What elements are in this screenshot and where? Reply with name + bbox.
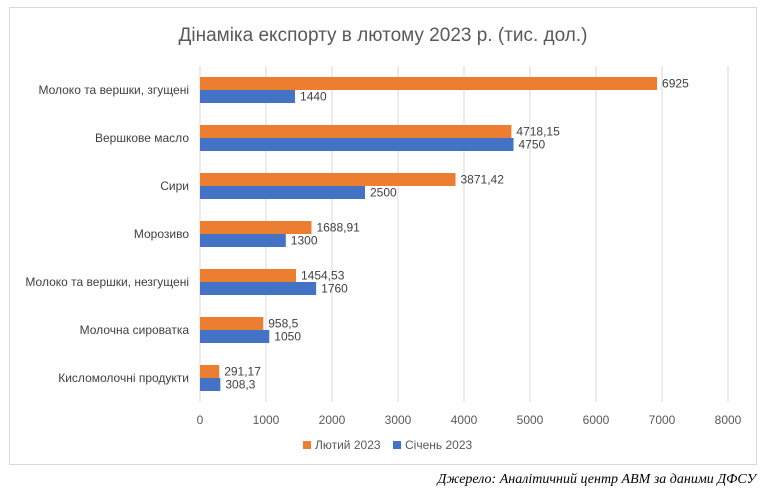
legend-swatch-0 — [303, 441, 311, 449]
data-label: 1688,91 — [316, 221, 360, 235]
bar-feb-0 — [200, 77, 658, 90]
bar-feb-6 — [200, 365, 220, 378]
bar-jan-0 — [200, 90, 296, 103]
x-tick-label: 6000 — [583, 413, 610, 427]
bar-feb-2 — [200, 173, 456, 186]
category-label: Кисломолочні продукти — [58, 371, 189, 385]
category-label: Молоко та вершки, незгущені — [25, 275, 189, 289]
data-label: 4718,15 — [516, 125, 560, 139]
x-tick-label: 1000 — [253, 413, 280, 427]
data-label: 1050 — [274, 330, 301, 344]
legend-swatch-1 — [393, 441, 401, 449]
chart-title: Дінаміка експорту в лютому 2023 р. (тис.… — [178, 25, 587, 46]
data-label: 3871,42 — [461, 173, 505, 187]
category-label: Сири — [160, 179, 189, 193]
bar-jan-2 — [200, 186, 365, 199]
x-tick-label: 5000 — [517, 413, 544, 427]
bar-jan-4 — [200, 282, 317, 295]
x-tick-label: 3000 — [385, 413, 412, 427]
data-label: 4750 — [519, 138, 546, 152]
bar-feb-1 — [200, 125, 512, 138]
bar-jan-3 — [200, 234, 286, 247]
legend-label-1: Січень 2023 — [405, 438, 472, 452]
category-label: Молочна сироватка — [80, 323, 190, 337]
category-label: Морозиво — [134, 227, 189, 241]
bar-jan-1 — [200, 138, 514, 151]
category-label: Молоко та вершки, згущені — [38, 83, 189, 97]
category-label: Вершкове масло — [95, 131, 189, 145]
data-label: 958,5 — [268, 317, 298, 331]
legend: Лютий 2023 Січень 2023 — [303, 438, 472, 452]
data-label: 308,3 — [225, 378, 255, 392]
data-label: 6925 — [662, 77, 689, 91]
bar-feb-5 — [200, 317, 264, 330]
bar-jan-6 — [200, 378, 221, 391]
data-label: 1300 — [291, 234, 318, 248]
bars-layer — [200, 77, 658, 391]
x-tick-label: 4000 — [451, 413, 478, 427]
source-note: Джерело: Аналітичний центр АВМ за даними… — [437, 472, 756, 487]
data-label: 2500 — [370, 186, 397, 200]
data-label: 1440 — [300, 90, 327, 104]
x-tick-label: 2000 — [319, 413, 346, 427]
data-label: 1760 — [321, 282, 348, 296]
data-label: 1454,53 — [301, 269, 345, 283]
legend-label-0: Лютий 2023 — [315, 438, 381, 452]
x-tick-label: 7000 — [649, 413, 676, 427]
labels-layer: Молоко та вершки, згущені 6925 1440 Вершков… — [25, 77, 689, 392]
x-tick-label: 8000 — [715, 413, 742, 427]
bar-feb-4 — [200, 269, 296, 282]
bar-feb-3 — [200, 221, 312, 234]
x-tick-label: 0 — [197, 413, 204, 427]
data-label: 291,17 — [224, 365, 261, 379]
bar-jan-5 — [200, 330, 270, 343]
grid-layer: 0 1000 2000 3000 4000 5000 6000 7000 8000 — [197, 66, 742, 427]
